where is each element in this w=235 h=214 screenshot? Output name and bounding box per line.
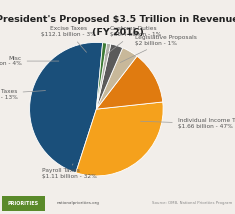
Text: Legislative Proposals
$2 billion - 1%: Legislative Proposals $2 billion - 1% [120,35,197,62]
Text: Corporate Income Taxes
$473.3 billion - 13%: Corporate Income Taxes $473.3 billion - … [0,89,46,100]
FancyBboxPatch shape [2,196,45,211]
Wedge shape [76,102,163,176]
Text: President's Proposed $3.5 Trillion in Revenue: President's Proposed $3.5 Trillion in Re… [0,15,235,24]
Wedge shape [96,48,137,109]
Text: (FY 2016): (FY 2016) [92,28,143,37]
Wedge shape [96,44,123,109]
Text: Excise Taxes
$112.1 billion - 3%: Excise Taxes $112.1 billion - 3% [41,26,96,52]
Text: Payroll Taxes
$1.11 billion - 32%: Payroll Taxes $1.11 billion - 32% [42,164,97,179]
Text: Misc
$111.9 billion - 4%: Misc $111.9 billion - 4% [0,56,59,67]
Wedge shape [30,42,103,173]
Text: Customs Duties
$35.4 billion - 1%: Customs Duties $35.4 billion - 1% [105,26,161,55]
Text: Source: OMB, National Priorities Program: Source: OMB, National Priorities Program [152,201,233,205]
Text: Individual Income Taxes
$1.66 billion - 47%: Individual Income Taxes $1.66 billion - … [141,118,235,129]
Wedge shape [96,43,111,109]
Wedge shape [96,43,107,109]
Text: PRIORITIES: PRIORITIES [8,201,39,206]
Text: nationalpriorities.org: nationalpriorities.org [56,201,99,205]
Wedge shape [96,56,163,109]
